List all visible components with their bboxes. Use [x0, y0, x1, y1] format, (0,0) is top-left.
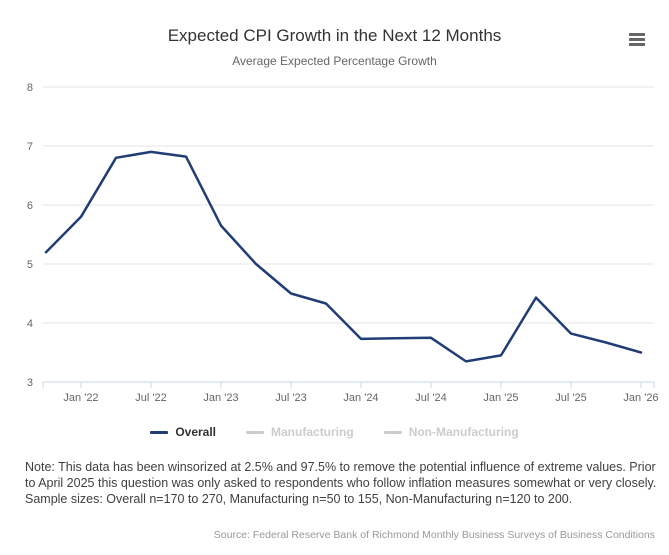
y-axis-label: 3 — [27, 377, 33, 389]
y-axis-label: 4 — [27, 318, 33, 330]
x-axis-label: Jul '24 — [415, 392, 446, 404]
x-axis-label: Jan '22 — [63, 392, 98, 404]
x-axis-label: Jan '24 — [343, 392, 378, 404]
legend-swatch-manufacturing — [246, 430, 265, 434]
legend-item-non-manufacturing[interactable]: Non-Manufacturing — [383, 425, 519, 439]
line-chart: 3 4 5 6 7 8 Jan '22 Jul '22 Jan '23 Jul '23 Jan '2… — [27, 82, 659, 404]
y-axis-label: 8 — [27, 82, 33, 94]
x-axis-label: Jan '23 — [203, 392, 238, 404]
hamburger-icon — [629, 33, 645, 46]
x-axis-label: Jul '22 — [135, 392, 166, 404]
chart-context-menu-button[interactable] — [626, 28, 648, 51]
chart-subtitle: Average Expected Percentage Growth — [232, 54, 437, 68]
legend-item-overall[interactable]: Overall — [150, 425, 216, 439]
x-axis-label: Jan '26 — [623, 392, 658, 404]
chart-note: Note: This data has been winsorized at 2… — [25, 460, 657, 506]
chart-source: Source: Federal Reserve Bank of Richmond… — [213, 529, 655, 541]
page-title: Expected CPI Growth in the Next 12 Month… — [167, 26, 502, 45]
x-axis-label: Jan '25 — [483, 392, 518, 404]
legend-swatch-non-manufacturing — [383, 430, 402, 434]
legend-label-non-manufacturing: Non-Manufacturing — [408, 425, 519, 439]
y-axis-label: 5 — [27, 259, 33, 271]
legend-swatch-overall — [150, 430, 169, 434]
y-axis-label: 7 — [27, 141, 33, 153]
x-axis-label: Jul '23 — [275, 392, 306, 404]
legend-item-manufacturing[interactable]: Manufacturing — [246, 425, 354, 439]
legend-label-overall: Overall — [175, 425, 217, 439]
series-line-overall — [44, 150, 643, 363]
x-axis-label: Jul '25 — [555, 392, 586, 404]
legend-label-manufacturing: Manufacturing — [271, 425, 354, 439]
chart-legend: Overall Manufacturing Non-Manufacturing — [0, 425, 669, 439]
y-axis-label: 6 — [27, 200, 33, 212]
